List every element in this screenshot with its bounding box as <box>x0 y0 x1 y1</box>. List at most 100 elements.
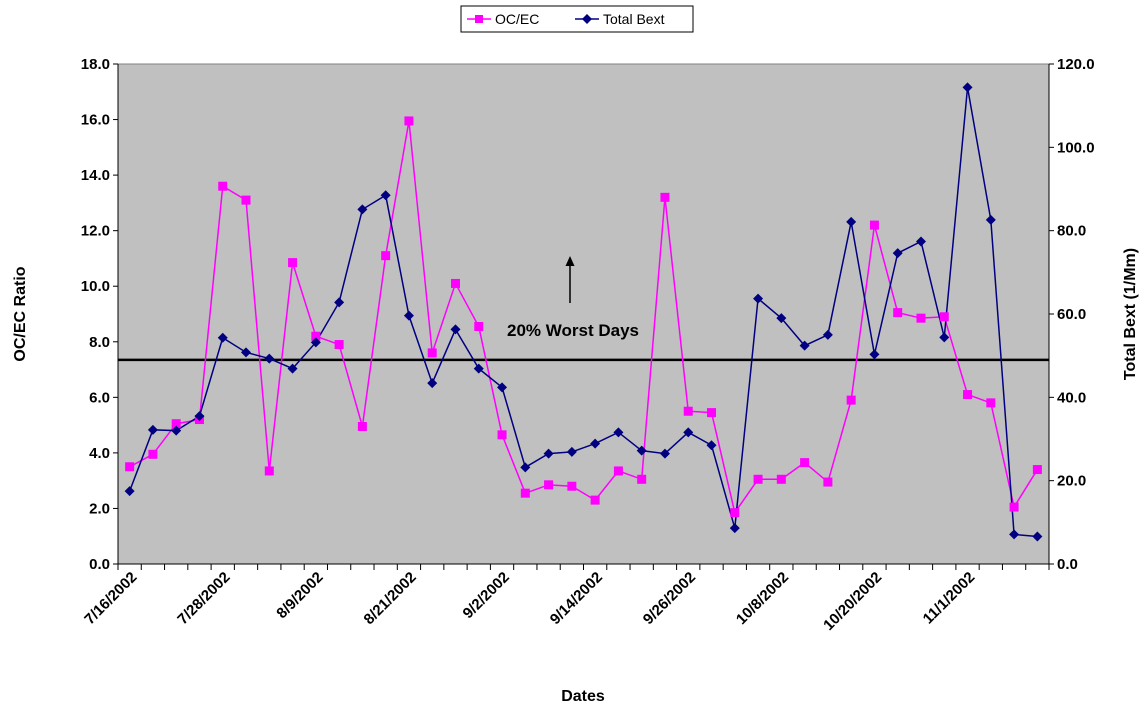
data-point-total-bext <box>334 297 345 308</box>
data-point-total-bext <box>729 523 740 534</box>
data-point-total-bext <box>124 486 135 497</box>
data-point-oc-ec <box>1009 502 1019 512</box>
data-point-total-bext <box>636 445 647 456</box>
series-line-oc-ec <box>129 120 1038 515</box>
data-point-oc-ec <box>939 312 949 322</box>
data-point-oc-ec <box>264 466 274 476</box>
y-left-tick-label: 4.0 <box>89 445 110 462</box>
data-point-total-bext <box>217 332 228 343</box>
data-point-oc-ec <box>846 395 856 405</box>
y-left-tick-label: 10.0 <box>81 278 110 295</box>
data-point-oc-ec <box>497 430 507 440</box>
data-point-oc-ec <box>660 192 670 202</box>
y-right-tick-label: 60.0 <box>1057 306 1086 323</box>
data-point-oc-ec <box>427 348 437 358</box>
y-right-tick-label: 100.0 <box>1057 139 1095 156</box>
x-tick-label: 9/26/2002 <box>640 569 699 628</box>
data-point-oc-ec <box>869 220 879 230</box>
data-point-total-bext <box>566 446 577 457</box>
data-point-total-bext <box>1009 529 1020 540</box>
data-point-oc-ec <box>520 488 530 498</box>
y-axis-right-title: Total Bext (1/Mm) <box>1122 248 1139 380</box>
data-point-total-bext <box>869 349 880 360</box>
legend-label-bext: Total Bext <box>603 11 665 27</box>
data-point-total-bext <box>939 332 950 343</box>
data-point-oc-ec <box>474 322 484 331</box>
data-point-oc-ec <box>311 331 321 341</box>
data-point-total-bext <box>310 337 321 348</box>
data-point-total-bext <box>985 214 996 225</box>
legend: OC/EC Total Bext <box>460 5 694 33</box>
data-point-oc-ec <box>1032 465 1042 475</box>
data-point-total-bext <box>147 424 158 435</box>
y-axis-left-title: OC/EC Ratio <box>12 266 29 361</box>
data-point-oc-ec <box>730 508 740 518</box>
data-point-total-bext <box>799 340 810 351</box>
data-point-total-bext <box>497 382 508 393</box>
data-point-total-bext <box>264 353 275 364</box>
data-point-total-bext <box>473 363 484 374</box>
legend-label-ocec: OC/EC <box>495 11 539 27</box>
plot-area <box>117 63 1050 565</box>
y-left-tick-label: 2.0 <box>89 500 110 517</box>
annotation: 20% Worst Days <box>507 256 639 340</box>
data-point-total-bext <box>1032 531 1043 542</box>
data-point-oc-ec <box>986 398 996 408</box>
data-point-total-bext <box>915 236 926 247</box>
data-point-oc-ec <box>707 408 717 418</box>
y-left-tick-label: 8.0 <box>89 334 110 351</box>
data-point-oc-ec <box>148 449 158 459</box>
data-point-total-bext <box>241 347 252 358</box>
data-point-oc-ec <box>893 308 903 318</box>
y-left-tick-label: 12.0 <box>81 223 110 240</box>
y-right-tick-label: 80.0 <box>1057 223 1086 240</box>
legend-swatch-ocec-marker <box>475 15 483 23</box>
y-left-tick-label: 14.0 <box>81 167 110 184</box>
data-point-oc-ec <box>241 195 251 205</box>
data-point-oc-ec <box>567 481 577 491</box>
y-right-tick-label: 40.0 <box>1057 389 1086 406</box>
data-point-oc-ec <box>288 258 298 268</box>
x-tick-label: 9/14/2002 <box>547 569 606 628</box>
data-point-oc-ec <box>613 466 623 476</box>
data-point-total-bext <box>194 411 205 422</box>
series-line-total-bext <box>128 87 1038 538</box>
data-point-oc-ec <box>590 495 600 505</box>
y-left-tick-label: 18.0 <box>81 56 110 73</box>
x-tick-label: 8/9/2002 <box>273 569 326 622</box>
x-tick-label: 10/20/2002 <box>820 569 885 634</box>
data-point-oc-ec <box>544 480 554 490</box>
data-point-oc-ec <box>218 181 228 191</box>
y-left-tick-label: 0.0 <box>89 556 110 573</box>
data-point-total-bext <box>427 378 438 389</box>
data-point-total-bext <box>613 427 624 438</box>
data-point-total-bext <box>357 204 368 215</box>
data-point-total-bext <box>520 462 531 473</box>
data-point-oc-ec <box>753 474 763 484</box>
data-point-total-bext <box>892 248 903 259</box>
data-point-oc-ec <box>637 474 647 484</box>
data-point-oc-ec <box>776 474 786 484</box>
data-point-total-bext <box>171 425 182 436</box>
data-point-oc-ec <box>823 477 833 487</box>
x-tick-label: 10/8/2002 <box>733 569 792 628</box>
data-point-total-bext <box>822 329 833 340</box>
data-point-oc-ec <box>357 422 367 431</box>
data-point-oc-ec <box>450 278 460 288</box>
y-left-tick-label: 6.0 <box>89 389 110 406</box>
data-point-oc-ec <box>334 340 344 350</box>
legend-swatch-bext-marker <box>582 14 592 24</box>
data-point-total-bext <box>753 293 764 304</box>
data-point-oc-ec <box>916 313 926 323</box>
annotation-arrow-head-icon <box>565 256 575 266</box>
y-right-tick-label: 0.0 <box>1057 556 1078 573</box>
annotation-text: 20% Worst Days <box>507 321 639 340</box>
data-point-total-bext <box>543 448 554 459</box>
data-point-oc-ec <box>683 406 693 416</box>
x-tick-label: 7/28/2002 <box>174 569 233 628</box>
data-point-total-bext <box>846 216 857 227</box>
y-left-tick-label: 16.0 <box>81 112 110 129</box>
x-tick-label: 7/16/2002 <box>81 569 140 628</box>
data-point-oc-ec <box>404 116 414 126</box>
